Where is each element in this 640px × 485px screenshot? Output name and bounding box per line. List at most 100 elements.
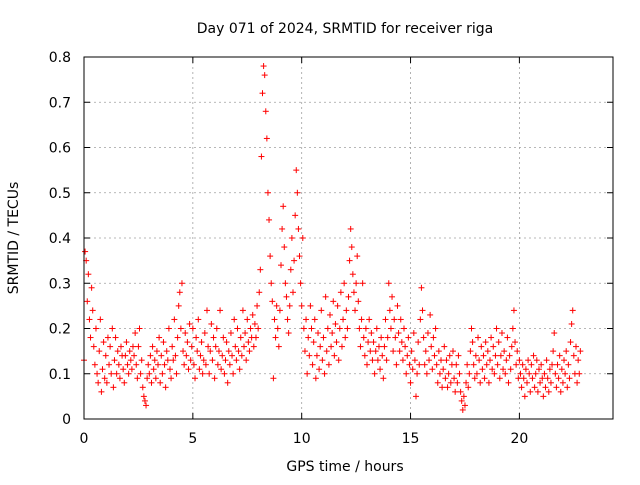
data-point <box>542 384 549 391</box>
data-point <box>493 325 500 332</box>
data-point <box>334 302 341 309</box>
data-point <box>217 307 224 314</box>
data-point <box>465 384 472 391</box>
data-point <box>292 212 299 219</box>
y-tick-label: 0.7 <box>49 95 71 111</box>
x-axis-label: GPS time / hours <box>286 459 403 475</box>
data-point <box>245 339 252 346</box>
data-point <box>97 316 104 323</box>
data-point <box>391 316 398 323</box>
data-point <box>214 361 221 368</box>
data-point <box>477 379 484 386</box>
data-point <box>218 366 225 373</box>
data-point <box>286 302 293 309</box>
data-point <box>215 348 222 355</box>
data-point <box>141 397 148 404</box>
data-point <box>345 293 352 300</box>
y-tick-label: 0 <box>62 412 71 428</box>
data-point <box>249 311 256 318</box>
y-tick-label: 0.5 <box>49 186 71 202</box>
data-point <box>456 370 463 377</box>
data-point <box>390 348 397 355</box>
y-tick-label: 0.1 <box>49 367 71 383</box>
data-point <box>259 90 266 97</box>
data-point <box>501 348 508 355</box>
data-point <box>529 375 536 382</box>
data-point <box>320 334 327 341</box>
data-point <box>96 348 103 355</box>
data-point <box>183 352 190 359</box>
data-point <box>517 370 524 377</box>
data-point <box>150 366 157 373</box>
data-point <box>369 357 376 364</box>
data-point <box>361 352 368 359</box>
data-point <box>429 366 436 373</box>
data-point <box>190 361 197 368</box>
data-point <box>415 339 422 346</box>
data-point <box>381 343 388 350</box>
data-point <box>574 379 581 386</box>
data-point <box>149 343 156 350</box>
data-point <box>109 325 116 332</box>
data-point <box>306 352 313 359</box>
data-point <box>468 325 475 332</box>
data-point <box>116 375 123 382</box>
data-point <box>432 325 439 332</box>
data-point <box>282 280 289 287</box>
data-point <box>576 370 583 377</box>
data-point <box>315 330 322 337</box>
data-point <box>406 361 413 368</box>
data-point <box>135 343 142 350</box>
data-point <box>383 357 390 364</box>
data-point <box>360 334 367 341</box>
data-point <box>238 352 245 359</box>
data-point <box>233 357 240 364</box>
y-tick-label: 0.2 <box>49 322 71 338</box>
x-tick-label: 10 <box>293 431 311 447</box>
data-point <box>99 366 106 373</box>
data-point <box>252 334 259 341</box>
x-tick-label: 15 <box>402 431 420 447</box>
data-point <box>538 361 545 368</box>
data-point <box>342 334 349 341</box>
data-point <box>287 266 294 273</box>
data-point <box>197 352 204 359</box>
data-point <box>100 339 107 346</box>
data-point <box>193 334 200 341</box>
data-point <box>262 108 269 115</box>
data-point <box>396 348 403 355</box>
data-point <box>329 330 336 337</box>
data-point <box>205 343 212 350</box>
tick-labels: 0 0.1 0.2 0.3 0.4 0.5 0.6 0.7 0.8 0 5 10 15 20 <box>49 50 529 447</box>
data-point <box>309 361 316 368</box>
data-point <box>550 348 557 355</box>
data-point <box>434 379 441 386</box>
data-point <box>136 325 143 332</box>
data-point <box>371 370 378 377</box>
data-point <box>366 316 373 323</box>
data-point <box>198 339 205 346</box>
data-point <box>528 361 535 368</box>
data-point <box>221 370 228 377</box>
data-point <box>556 352 563 359</box>
data-point <box>519 361 526 368</box>
data-point <box>332 320 339 327</box>
data-point <box>289 289 296 296</box>
data-point <box>275 343 282 350</box>
data-point <box>312 375 319 382</box>
data-point <box>514 348 521 355</box>
data-point <box>461 402 468 409</box>
data-point <box>530 352 537 359</box>
data-point <box>194 348 201 355</box>
data-point <box>181 361 188 368</box>
data-point <box>296 253 303 260</box>
data-point <box>188 343 195 350</box>
data-point <box>394 302 401 309</box>
data-point <box>357 343 364 350</box>
data-point <box>504 334 511 341</box>
data-point <box>121 379 128 386</box>
data-point <box>570 352 577 359</box>
data-point <box>164 357 171 364</box>
data-point <box>267 253 274 260</box>
